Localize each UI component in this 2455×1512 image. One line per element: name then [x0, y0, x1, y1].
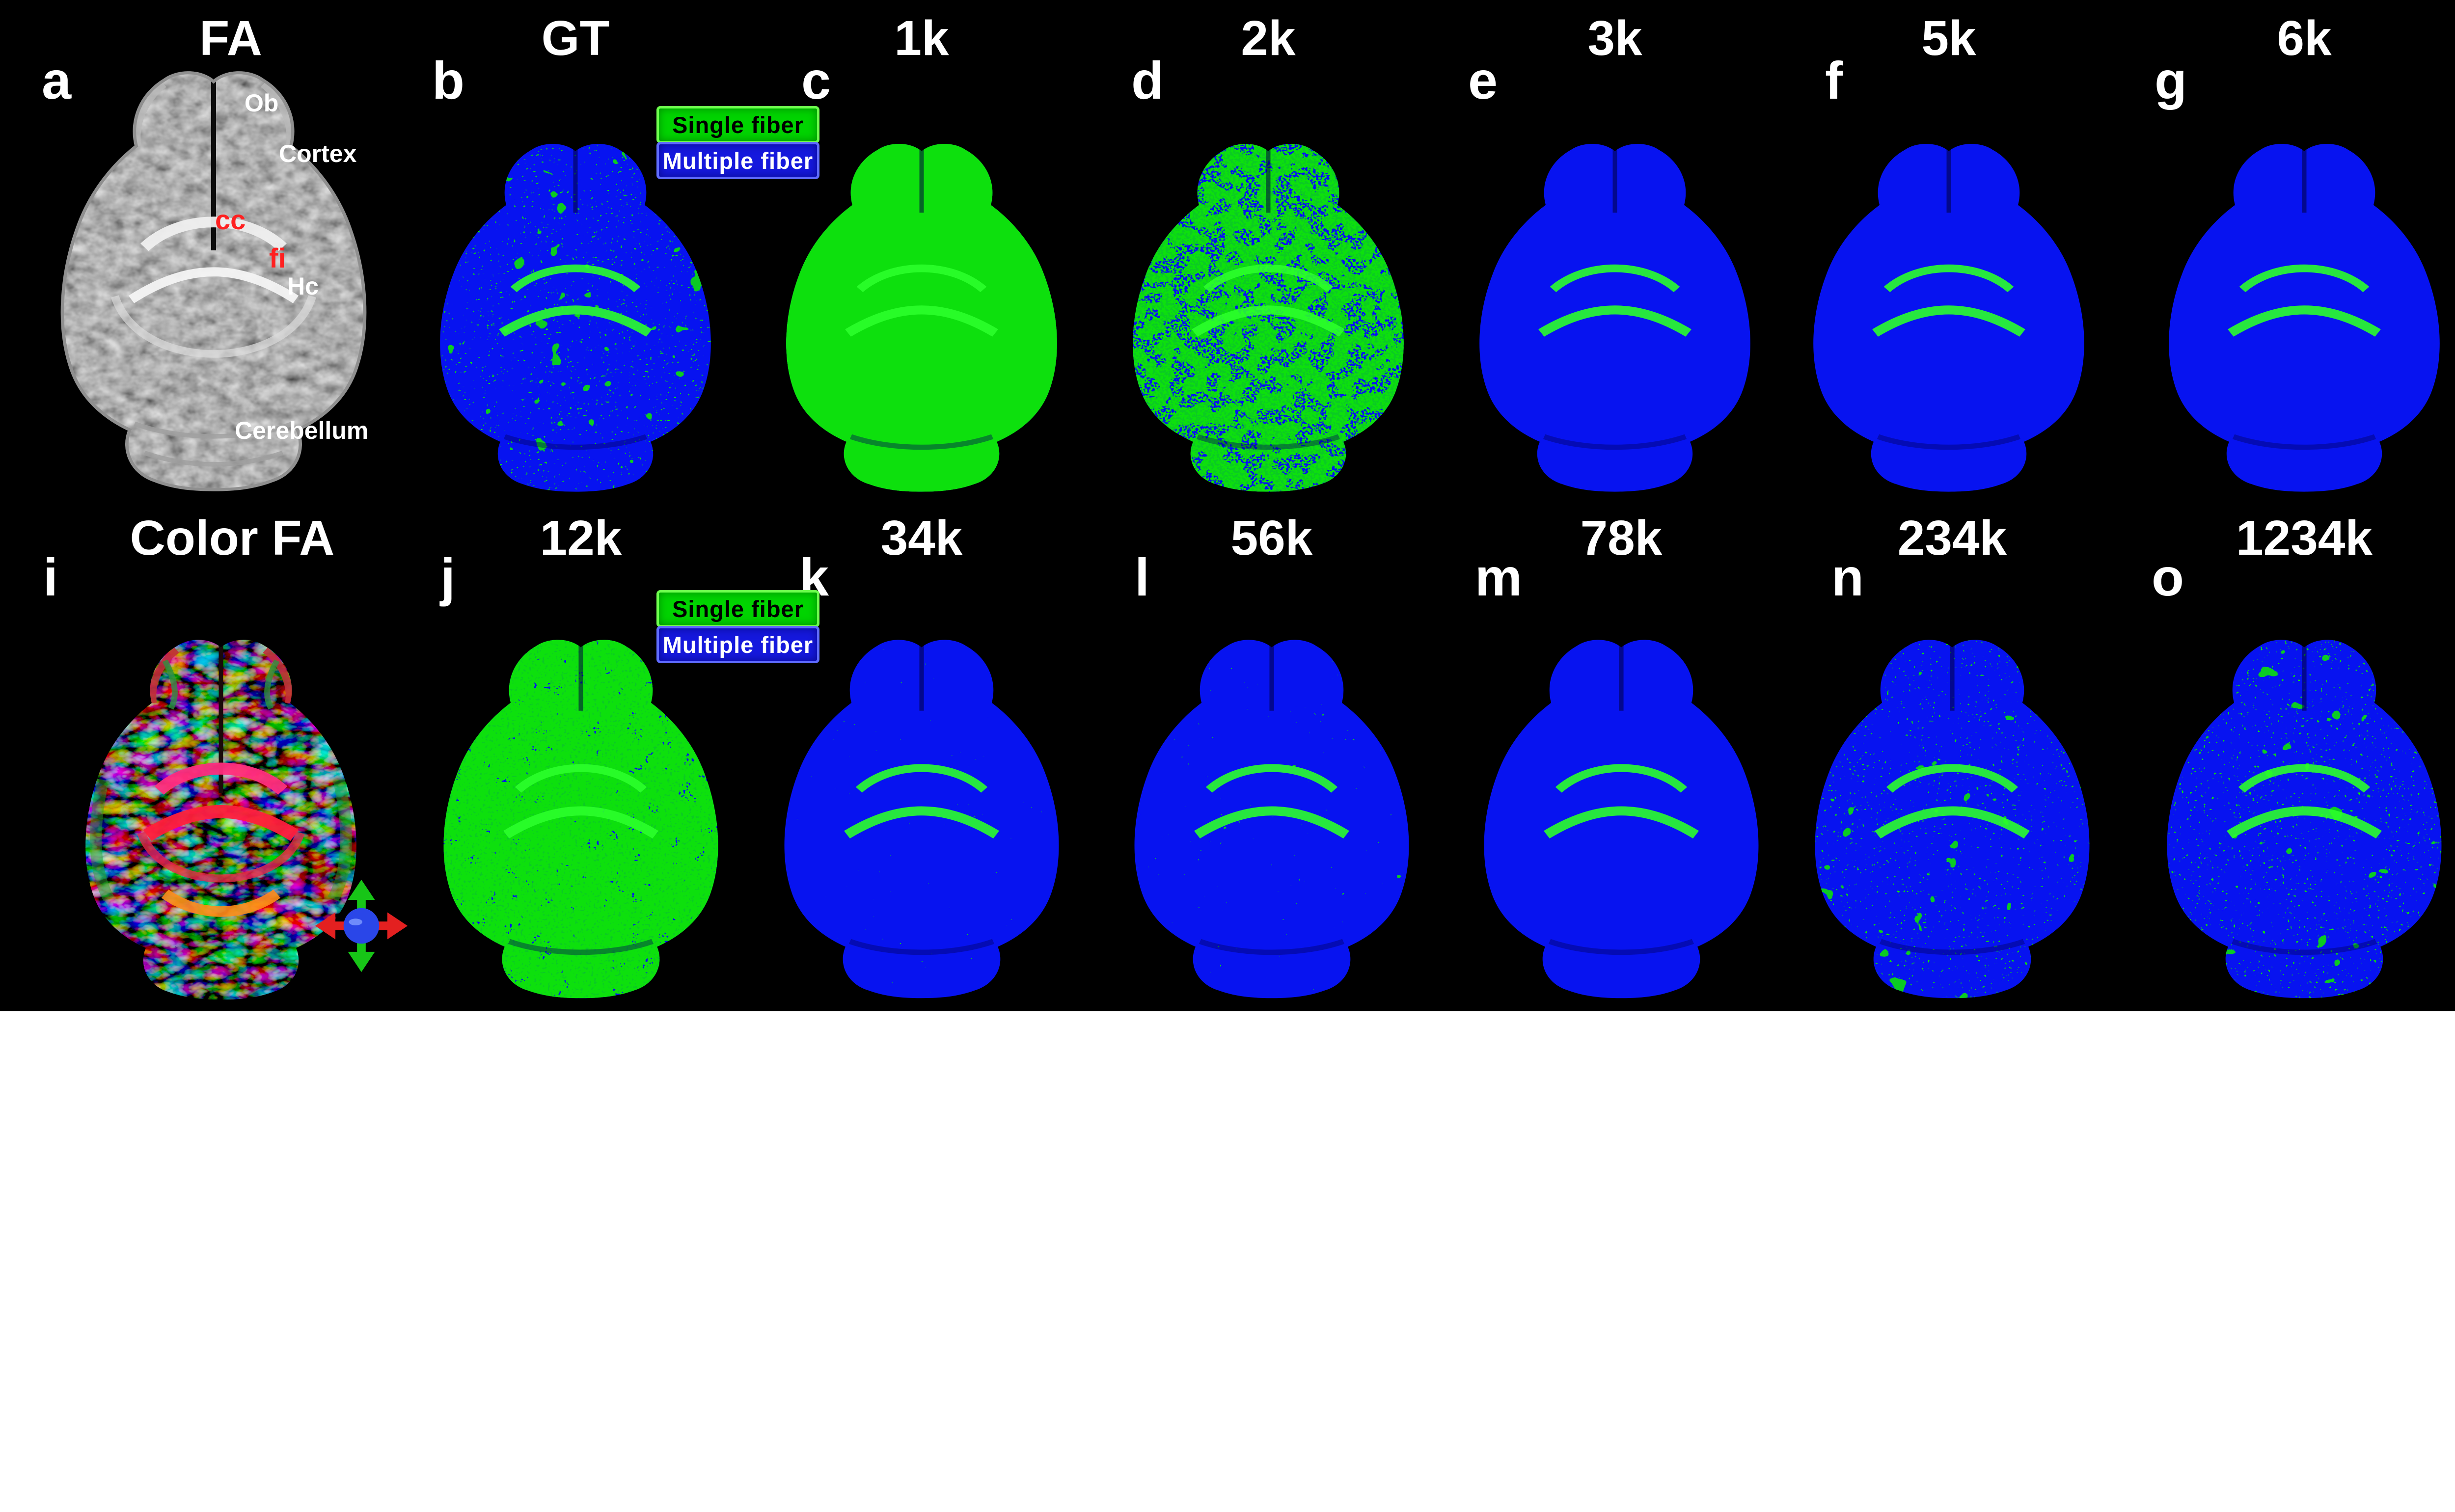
fiber-map-svg	[1133, 144, 1404, 492]
fiber-map-svg	[440, 144, 711, 492]
panel-title-GT: GT	[541, 11, 610, 66]
legend-single-fiber-row2: Single fiber	[656, 590, 819, 627]
fiber-map-6k	[2157, 138, 2452, 497]
panel-title-6k: 6k	[2277, 11, 2332, 66]
orientation-cross-svg	[315, 879, 408, 972]
fiber-map-78k	[1472, 634, 1771, 1003]
panel-letter-d: d	[1131, 51, 1164, 110]
anatomy-label-ob: Ob	[245, 89, 279, 117]
fiber-map-svg	[443, 640, 718, 999]
fiber-map-56k	[1122, 634, 1421, 1003]
panel-letter-j: j	[440, 547, 456, 607]
panel-title-1234k: 1234k	[2236, 511, 2373, 566]
legend-single-fiber-row1: Single fiber	[656, 106, 819, 143]
fiber-map-234k	[1803, 634, 2101, 1003]
fiber-map-svg	[2169, 144, 2440, 492]
fiber-map-svg	[1484, 640, 1759, 999]
panel-title-12k: 12k	[540, 511, 622, 566]
fiber-map-svg	[786, 144, 1057, 492]
panel-letter-g: g	[2155, 51, 2187, 110]
brain-maps-area: a FA Ob Cortex cc fi Hc Cerebellum i Col…	[0, 0, 2455, 1011]
fiber-map-2k	[1121, 138, 1416, 497]
panel-letter-i: i	[43, 547, 58, 607]
charts-area: q00.51MFR1k2k3k4k5k6k7k8kGT r00.51MFR12k…	[0, 1011, 2455, 1512]
fiber-map-1234k	[2155, 634, 2454, 1003]
panel-letter-e: e	[1468, 51, 1498, 110]
fiber-map-GT	[428, 138, 723, 497]
panel-title-78k: 78k	[1580, 511, 1663, 566]
fiber-map-svg	[1815, 640, 2090, 999]
color-fa-brain-map	[74, 634, 368, 1005]
fiber-map-1k	[774, 138, 1069, 497]
panel-letter-a: a	[42, 51, 72, 110]
anatomy-label-cc: cc	[215, 204, 246, 235]
fa-brain-map	[49, 66, 378, 496]
anatomy-label-fi: fi	[269, 243, 286, 273]
anatomy-label-hc: Hc	[287, 272, 319, 300]
fiber-map-svg	[1813, 144, 2084, 492]
fiber-map-34k	[772, 634, 1071, 1003]
panel-letter-b: b	[432, 51, 464, 110]
color-fa-map-svg	[85, 640, 356, 1000]
panel-title-34k: 34k	[880, 511, 963, 566]
panel-letter-l: l	[1135, 547, 1150, 607]
panel-title-1k: 1k	[894, 11, 949, 66]
anatomy-label-cerebellum: Cerebellum	[235, 417, 369, 444]
legend-multiple-fiber-row1: Multiple fiber	[656, 142, 819, 179]
fa-map-svg	[60, 71, 367, 491]
fiber-map-svg	[784, 640, 1059, 999]
fiber-map-svg	[1479, 144, 1750, 492]
panel-title-2k: 2k	[1241, 11, 1296, 66]
panel-title-5k: 5k	[1921, 11, 1976, 66]
panel-letter-f: f	[1825, 51, 1843, 110]
panel-letter-c: c	[801, 51, 831, 110]
anatomy-label-cortex: Cortex	[279, 140, 357, 167]
panel-title-color-fa: Color FA	[130, 511, 335, 566]
panel-title-fa: FA	[199, 11, 262, 66]
fiber-map-svg	[1134, 640, 1409, 999]
panel-title-3k: 3k	[1587, 11, 1642, 66]
panel-title-234k: 234k	[1897, 511, 2007, 566]
fiber-map-5k	[1801, 138, 2096, 497]
panel-letter-n: n	[1831, 547, 1864, 607]
panel-letter-o: o	[2152, 547, 2184, 607]
fiber-map-12k	[432, 634, 730, 1003]
orientation-cross-icon	[313, 878, 409, 974]
legend-multiple-fiber-row2: Multiple fiber	[656, 626, 819, 663]
panel-title-56k: 56k	[1230, 511, 1313, 566]
panel-letter-m: m	[1475, 547, 1523, 607]
fiber-map-3k	[1468, 138, 1762, 497]
fiber-map-svg	[2167, 640, 2442, 999]
